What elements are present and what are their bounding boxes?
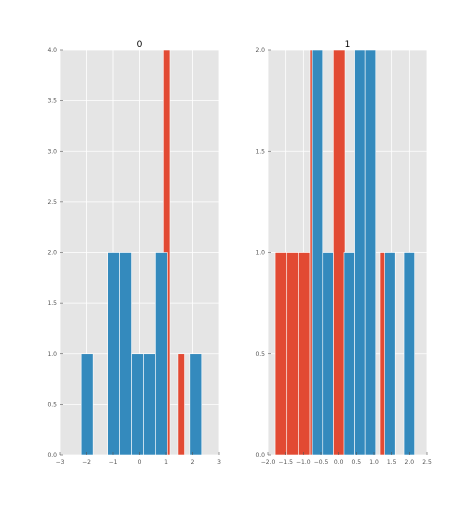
- y-tick-label: 2.5: [47, 199, 57, 206]
- y-tick-label: 0.5: [47, 401, 57, 408]
- histogram-bar: [343, 252, 355, 456]
- x-tick-label: −1: [109, 459, 118, 466]
- y-tick-label: 0.0: [255, 452, 265, 459]
- histogram-bar: [189, 353, 203, 456]
- y-tick-label: 0.0: [47, 452, 57, 459]
- x-tick-label: 2: [191, 459, 195, 466]
- histogram-panel-0: −3 −2 −1 0 1 2 3 0.0 0.5 1.0 1.5 2.0 2.5 3.0 3.5 4.0 0: [47, 40, 221, 466]
- x-tick-label: −1.0: [296, 459, 311, 466]
- x-tick-label: 3: [217, 459, 221, 466]
- panel-title: 1: [345, 40, 351, 50]
- x-tick-label: 0.0: [334, 459, 344, 466]
- histogram-bar: [177, 353, 185, 456]
- histogram-panel-1: −2.0 −1.5 −1.0 −0.5 0.0 0.5 1.0 1.5 2.0 2.5 0.0 0.5…: [255, 40, 431, 466]
- histogram-bar: [298, 252, 311, 456]
- y-tick-label: 4.0: [47, 47, 57, 54]
- histogram-bar: [274, 252, 288, 456]
- panel-title: 0: [137, 40, 143, 50]
- x-tick-label: 2.0: [405, 459, 415, 466]
- x-tick-label: −2.0: [261, 459, 276, 466]
- histogram-bar: [333, 49, 346, 456]
- y-tick-label: 0.5: [255, 351, 265, 358]
- x-tick-label: −0.5: [314, 459, 329, 466]
- histogram-bar: [131, 353, 144, 456]
- histogram-bar: [80, 353, 94, 456]
- y-tick-label: 3.0: [47, 148, 57, 155]
- y-tick-label: 2.0: [47, 250, 57, 257]
- histogram-bar: [286, 252, 299, 456]
- histogram-bar: [364, 49, 377, 456]
- y-tick-label: 1.0: [47, 351, 57, 358]
- histogram-bar: [107, 252, 120, 456]
- y-tick-label: 1.0: [255, 250, 265, 257]
- y-tick-label: 1.5: [255, 148, 265, 155]
- histogram-bar: [354, 49, 366, 456]
- x-tick-label: 2.5: [422, 459, 432, 466]
- y-tick-label: 2.0: [255, 47, 265, 54]
- x-tick-label: 1.0: [369, 459, 379, 466]
- histogram-bar: [119, 252, 132, 456]
- histogram-bar: [322, 252, 334, 456]
- x-tick-label: 1: [164, 459, 168, 466]
- x-tick-label: 1.5: [387, 459, 397, 466]
- x-tick-label: −2: [82, 459, 91, 466]
- x-tick-label: −1.5: [278, 459, 293, 466]
- histogram-bar: [403, 252, 415, 456]
- x-tick-label: −3: [56, 459, 65, 466]
- histogram-bar: [155, 252, 168, 456]
- y-tick-label: 1.5: [47, 300, 57, 307]
- y-tick-label: 3.5: [47, 98, 57, 105]
- histogram-bar: [143, 353, 156, 456]
- x-tick-label: 0: [138, 459, 142, 466]
- histogram-bar: [384, 252, 396, 456]
- histogram-bar: [311, 49, 324, 456]
- x-tick-label: 0.5: [352, 459, 362, 466]
